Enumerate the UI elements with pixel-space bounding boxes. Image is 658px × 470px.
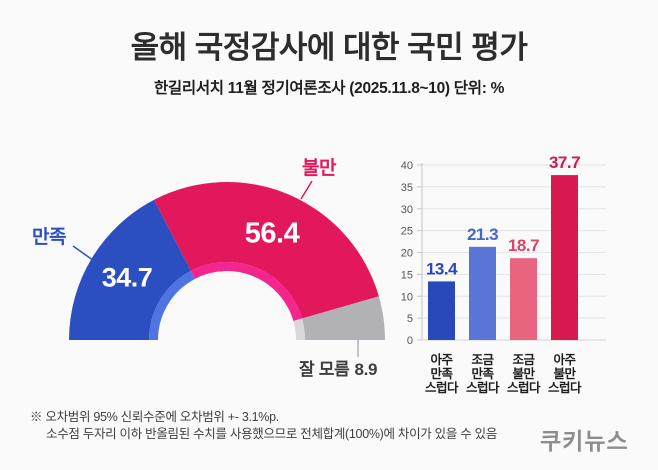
donut-value-dontknow: 8.9 xyxy=(354,360,378,379)
footnote: ※ 오차범위 95% 신뢰수준에 오차범위 +- 3.1%p. 소수점 두자리 … xyxy=(30,409,497,443)
donut-label-dontknow-text: 잘 모름 xyxy=(299,360,350,379)
bar-category-label-2-line-2: 스럽다 xyxy=(507,380,541,395)
bar-category-label-0-line-2: 스럽다 xyxy=(425,380,459,395)
donut-value-dissatisfied: 56.4 xyxy=(244,217,300,250)
bar-category-label-0-line-0: 아주 xyxy=(430,352,453,367)
donut-segment-2 xyxy=(301,296,385,340)
bar-category-label-3-line-0: 아주 xyxy=(553,352,576,367)
donut-segment-inner-0 xyxy=(149,270,196,340)
bar-value-label-0: 13.4 xyxy=(426,259,458,278)
footnote-line2: 소수점 두자리 이하 반올림된 수치를 사용했으므로 전체합계(100%)에 차… xyxy=(46,427,498,441)
donut-segment-inner-1 xyxy=(190,262,302,321)
ytick-label-35: 35 xyxy=(401,182,413,194)
bar-value-label-1: 21.3 xyxy=(467,225,498,244)
ytick-label-0: 0 xyxy=(407,335,413,347)
leader-line-satisfied xyxy=(72,245,98,264)
bar-category-label-1-line-0: 조금 xyxy=(471,353,494,367)
bar-category-label-1-line-2: 스럽다 xyxy=(466,380,500,395)
footnote-line1: ※ 오차범위 95% 신뢰수준에 오차범위 +- 3.1%p. xyxy=(30,410,279,424)
page-title: 올해 국정감사에 대한 국민 평가 xyxy=(130,30,528,65)
donut-segment-inner-2 xyxy=(293,318,305,340)
donut-value-satisfied: 34.7 xyxy=(101,262,153,293)
donut-label-satisfied: 만족 xyxy=(32,227,66,248)
bar-0 xyxy=(428,281,455,340)
ytick-label-10: 10 xyxy=(401,291,413,303)
bar-value-label-3: 37.7 xyxy=(549,153,580,172)
bar-category-label-1-line-1: 만족 xyxy=(471,366,494,381)
ytick-label-5: 5 xyxy=(407,313,413,325)
publisher-logo: 쿠키뉴스 xyxy=(540,428,629,454)
bar-category-label-2-line-1: 불만 xyxy=(512,366,535,381)
donut-label-dontknow: 잘 모름 8.9 xyxy=(299,355,377,380)
donut-segment-0 xyxy=(69,199,191,340)
bar-category-label-3-line-2: 스럽다 xyxy=(548,380,582,395)
ytick-label-20: 20 xyxy=(401,248,413,260)
bar-category-label-3-line-1: 불만 xyxy=(553,366,576,381)
bar-category-label-0-line-1: 만족 xyxy=(430,366,453,381)
donut-segment-1 xyxy=(153,182,379,319)
bar-category-label-2-line-0: 조금 xyxy=(512,353,535,367)
bar-value-label-2: 18.7 xyxy=(508,236,539,255)
donut-label-dissatisfied: 불만 xyxy=(302,158,336,179)
bar-3 xyxy=(551,175,578,340)
page-subtitle: 한길리서치 11월 정기여론조사 (2025.11.8~10) 단위: % xyxy=(153,80,505,97)
ytick-label-30: 30 xyxy=(401,204,413,216)
bar-2 xyxy=(510,258,537,340)
ytick-label-25: 25 xyxy=(401,226,413,238)
leader-line-dissatisfied xyxy=(300,180,313,200)
ytick-label-15: 15 xyxy=(401,269,413,281)
ytick-label-40: 40 xyxy=(401,160,413,172)
bar-1 xyxy=(469,246,496,340)
